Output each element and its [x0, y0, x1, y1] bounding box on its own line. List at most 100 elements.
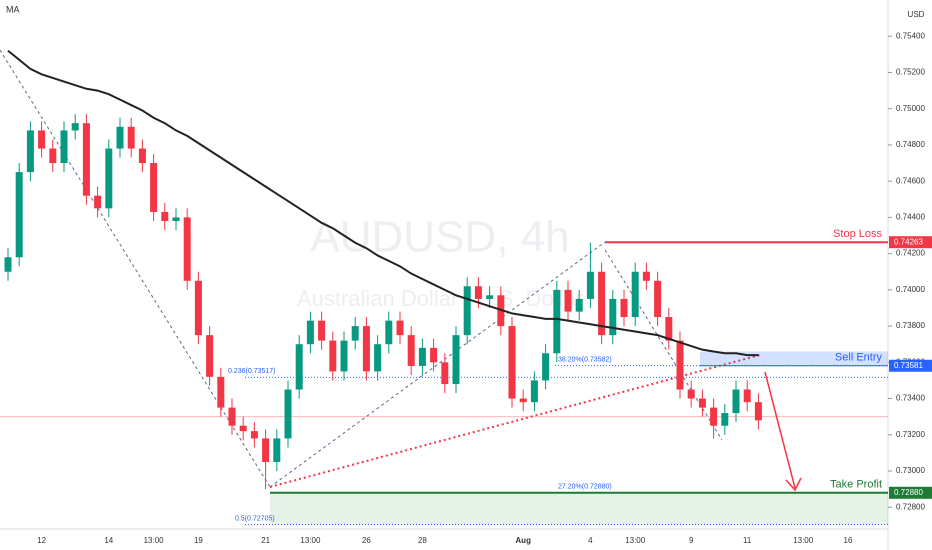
- candle-body: [598, 271, 606, 336]
- candle-body: [609, 298, 617, 336]
- arrow: [764, 371, 796, 489]
- candle-body: [194, 280, 202, 336]
- y-tick-label: 0.73800: [896, 321, 925, 330]
- candle-body: [631, 271, 639, 318]
- candle-body: [418, 347, 426, 366]
- y-tick-label: 0.74800: [896, 140, 925, 149]
- candle-body: [94, 195, 102, 209]
- x-tick-label: 19: [194, 536, 203, 545]
- candle-body: [306, 320, 314, 345]
- x-tick-label: 28: [418, 536, 427, 545]
- candle-body: [273, 438, 281, 462]
- x-tick-label: 14: [104, 536, 113, 545]
- candle-body: [329, 340, 337, 372]
- candle-body: [228, 407, 236, 426]
- candle-body: [642, 271, 650, 281]
- candle-body: [654, 280, 662, 318]
- x-tick-label: 13:00: [300, 536, 321, 545]
- candle-body: [463, 286, 471, 336]
- candle-body: [150, 163, 158, 212]
- price-badge-label: 0.72880: [894, 488, 923, 497]
- candle-body: [206, 335, 214, 377]
- candle-body: [676, 340, 684, 390]
- candle-body: [441, 362, 449, 385]
- candle-body: [217, 376, 225, 408]
- y-tick-label: 0.74400: [896, 213, 925, 222]
- candle-body: [519, 398, 527, 403]
- candle-body: [586, 271, 594, 299]
- x-tick-label: 26: [362, 536, 371, 545]
- y-tick-label: 0.74000: [896, 285, 925, 294]
- arrow-head: [785, 477, 802, 492]
- candle-body: [105, 148, 113, 209]
- candle-body: [38, 130, 46, 149]
- candle-body: [553, 289, 561, 354]
- y-tick-label: 0.73000: [896, 466, 925, 475]
- candle-body: [318, 320, 326, 341]
- candle-body: [542, 353, 550, 381]
- y-tick-label: 0.73200: [896, 430, 925, 439]
- candle-body: [250, 431, 258, 439]
- candle-body: [374, 344, 382, 372]
- candle-body: [71, 123, 79, 131]
- candle-body: [474, 286, 482, 299]
- candle-body: [575, 298, 583, 312]
- candle-body: [116, 126, 124, 149]
- candle-body: [161, 211, 169, 222]
- y-tick-label: 0.72800: [896, 502, 925, 511]
- x-tick-label: 9: [689, 536, 694, 545]
- x-tick-label: 11: [743, 536, 752, 545]
- watermark-subtitle: Australian Dollar / U.S. Dollar: [297, 286, 583, 311]
- candle-body: [239, 425, 247, 432]
- ma-line: [7, 49, 759, 357]
- candle-body: [60, 130, 68, 164]
- candle-body: [732, 389, 740, 414]
- y-tick-label: 0.75000: [896, 104, 925, 113]
- y-tick-label: 0.75400: [896, 31, 925, 40]
- currency-label: USD: [908, 10, 925, 19]
- candle-body: [15, 172, 23, 258]
- candle-body: [396, 320, 404, 336]
- fib-label: 38.20%(0.73582): [558, 356, 612, 363]
- candle-body: [351, 326, 359, 341]
- trend-line: [604, 249, 723, 441]
- candle-body: [530, 380, 538, 403]
- price-badge: [889, 359, 932, 372]
- candle-body: [183, 217, 191, 281]
- x-tick-label: 12: [37, 536, 46, 545]
- candle-body: [127, 126, 135, 149]
- trend-line: [0, 49, 271, 488]
- candle-body: [172, 217, 180, 222]
- x-tick-label: 13:00: [793, 536, 814, 545]
- candle-body: [295, 344, 303, 390]
- price-badge: [889, 236, 932, 249]
- y-tick-label: 0.74600: [896, 176, 925, 185]
- level-name: Stop Loss: [833, 228, 882, 240]
- price-badge: [889, 486, 932, 499]
- candle-body: [430, 347, 438, 363]
- x-tick-label: 16: [844, 536, 853, 545]
- candle-body: [49, 148, 57, 164]
- candle-body: [687, 389, 695, 399]
- candle-body: [620, 298, 628, 318]
- candle-body: [82, 123, 90, 196]
- y-tick-label: 0.74200: [896, 249, 925, 258]
- x-tick-label: 13:00: [625, 536, 646, 545]
- level-name: Sell Entry: [835, 352, 883, 364]
- fib-label: 0.236(0.73517): [228, 368, 275, 375]
- x-tick-label: 4: [588, 536, 593, 545]
- candle-body: [4, 257, 12, 272]
- candle-body: [284, 389, 292, 439]
- candle-body: [340, 340, 348, 372]
- y-tick-label: 0.73400: [896, 394, 925, 403]
- candle-body: [564, 289, 572, 312]
- candle-body: [754, 402, 762, 421]
- candle-body: [486, 295, 494, 299]
- candle-body: [743, 389, 751, 403]
- watermark-title: AUDUSD, 4h: [310, 213, 569, 262]
- x-tick-label: 13:00: [144, 536, 165, 545]
- x-tick-label: 21: [261, 536, 270, 545]
- candle-body: [385, 320, 393, 345]
